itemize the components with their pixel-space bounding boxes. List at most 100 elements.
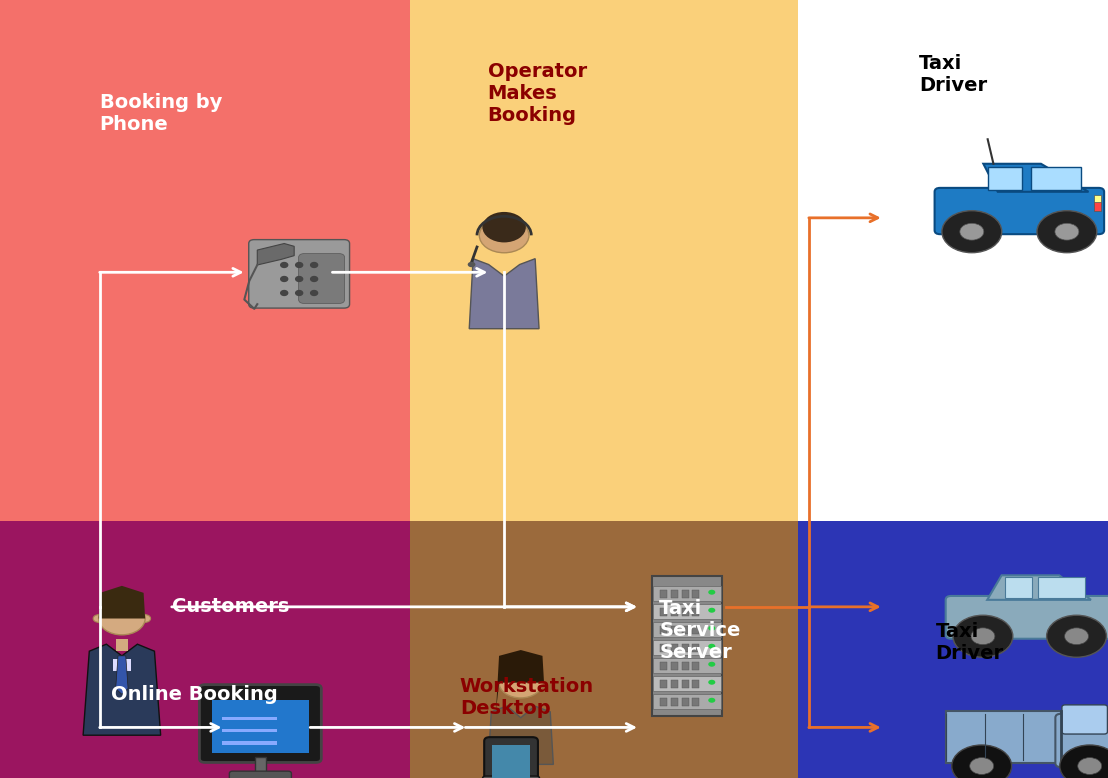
Bar — [654, 640, 720, 655]
Circle shape — [310, 276, 318, 282]
Polygon shape — [1005, 577, 1032, 598]
Bar — [671, 608, 678, 616]
Bar — [946, 711, 1061, 763]
Bar — [671, 680, 678, 689]
FancyBboxPatch shape — [248, 240, 350, 308]
Bar — [660, 590, 667, 598]
Bar — [1104, 749, 1108, 763]
Circle shape — [280, 262, 288, 268]
Bar — [692, 590, 699, 598]
Circle shape — [708, 590, 716, 594]
FancyBboxPatch shape — [482, 776, 540, 778]
Circle shape — [93, 615, 104, 622]
Bar — [410, 0, 798, 521]
Bar — [681, 662, 689, 671]
Polygon shape — [496, 650, 544, 712]
Bar — [660, 662, 667, 671]
FancyBboxPatch shape — [212, 699, 309, 753]
Bar — [654, 586, 720, 601]
Circle shape — [480, 218, 529, 253]
Bar — [652, 576, 722, 716]
Text: Taxi
Driver: Taxi Driver — [919, 54, 987, 96]
FancyBboxPatch shape — [1056, 714, 1108, 767]
FancyBboxPatch shape — [113, 659, 131, 671]
Polygon shape — [1038, 577, 1085, 598]
Circle shape — [310, 262, 318, 268]
Circle shape — [708, 680, 716, 685]
Bar — [681, 590, 689, 598]
Bar — [660, 644, 667, 653]
Bar — [671, 662, 678, 671]
FancyBboxPatch shape — [1061, 705, 1108, 734]
FancyBboxPatch shape — [229, 771, 291, 778]
Circle shape — [296, 276, 302, 282]
Bar — [654, 694, 720, 709]
Text: Workstation
Desktop: Workstation Desktop — [460, 677, 594, 718]
Bar — [692, 662, 699, 671]
Text: Online Booking: Online Booking — [111, 685, 277, 703]
Circle shape — [310, 290, 318, 296]
Bar — [222, 717, 277, 720]
Circle shape — [960, 223, 984, 240]
Bar — [660, 680, 667, 689]
Polygon shape — [987, 576, 1091, 600]
Bar — [654, 658, 720, 673]
Text: Customers: Customers — [172, 598, 289, 616]
Bar — [692, 680, 699, 689]
FancyBboxPatch shape — [199, 685, 321, 762]
Polygon shape — [489, 706, 553, 764]
Bar — [692, 698, 699, 706]
Bar — [671, 698, 678, 706]
Circle shape — [499, 668, 543, 698]
Bar — [0, 0, 410, 521]
Bar — [654, 622, 720, 636]
Circle shape — [1060, 745, 1108, 778]
Bar — [681, 608, 689, 616]
Text: Operator
Makes
Booking: Operator Makes Booking — [488, 62, 586, 125]
Polygon shape — [987, 167, 1023, 191]
Circle shape — [280, 290, 288, 296]
Bar — [671, 626, 678, 634]
FancyBboxPatch shape — [935, 188, 1104, 234]
FancyBboxPatch shape — [946, 596, 1108, 639]
Bar — [654, 604, 720, 619]
Bar — [671, 590, 678, 598]
Circle shape — [708, 698, 716, 703]
Bar — [410, 521, 798, 778]
Bar — [692, 608, 699, 616]
Bar — [654, 676, 720, 691]
Circle shape — [708, 608, 716, 613]
Circle shape — [1037, 211, 1097, 253]
Circle shape — [942, 211, 1002, 253]
Bar — [1095, 195, 1101, 204]
Polygon shape — [83, 644, 161, 735]
Polygon shape — [1030, 167, 1081, 191]
FancyBboxPatch shape — [299, 254, 345, 303]
Bar — [681, 698, 689, 706]
Circle shape — [1065, 628, 1088, 645]
Text: Taxi
Driver: Taxi Driver — [935, 622, 1004, 664]
Circle shape — [99, 602, 145, 635]
Polygon shape — [470, 259, 540, 328]
Circle shape — [708, 626, 716, 631]
Circle shape — [1078, 758, 1101, 774]
Polygon shape — [115, 656, 129, 694]
Bar — [660, 608, 667, 616]
FancyBboxPatch shape — [492, 745, 530, 778]
Circle shape — [140, 615, 151, 622]
Bar — [681, 626, 689, 634]
Circle shape — [296, 262, 302, 268]
Bar — [681, 680, 689, 689]
Circle shape — [708, 643, 716, 649]
Circle shape — [1047, 615, 1107, 657]
Bar — [255, 757, 266, 776]
Bar — [671, 644, 678, 653]
Bar — [798, 521, 1108, 778]
Bar — [692, 644, 699, 653]
Bar — [798, 0, 1108, 521]
Bar — [692, 626, 699, 634]
Bar — [660, 626, 667, 634]
Bar — [1095, 202, 1101, 211]
Circle shape — [708, 662, 716, 667]
Circle shape — [280, 276, 288, 282]
